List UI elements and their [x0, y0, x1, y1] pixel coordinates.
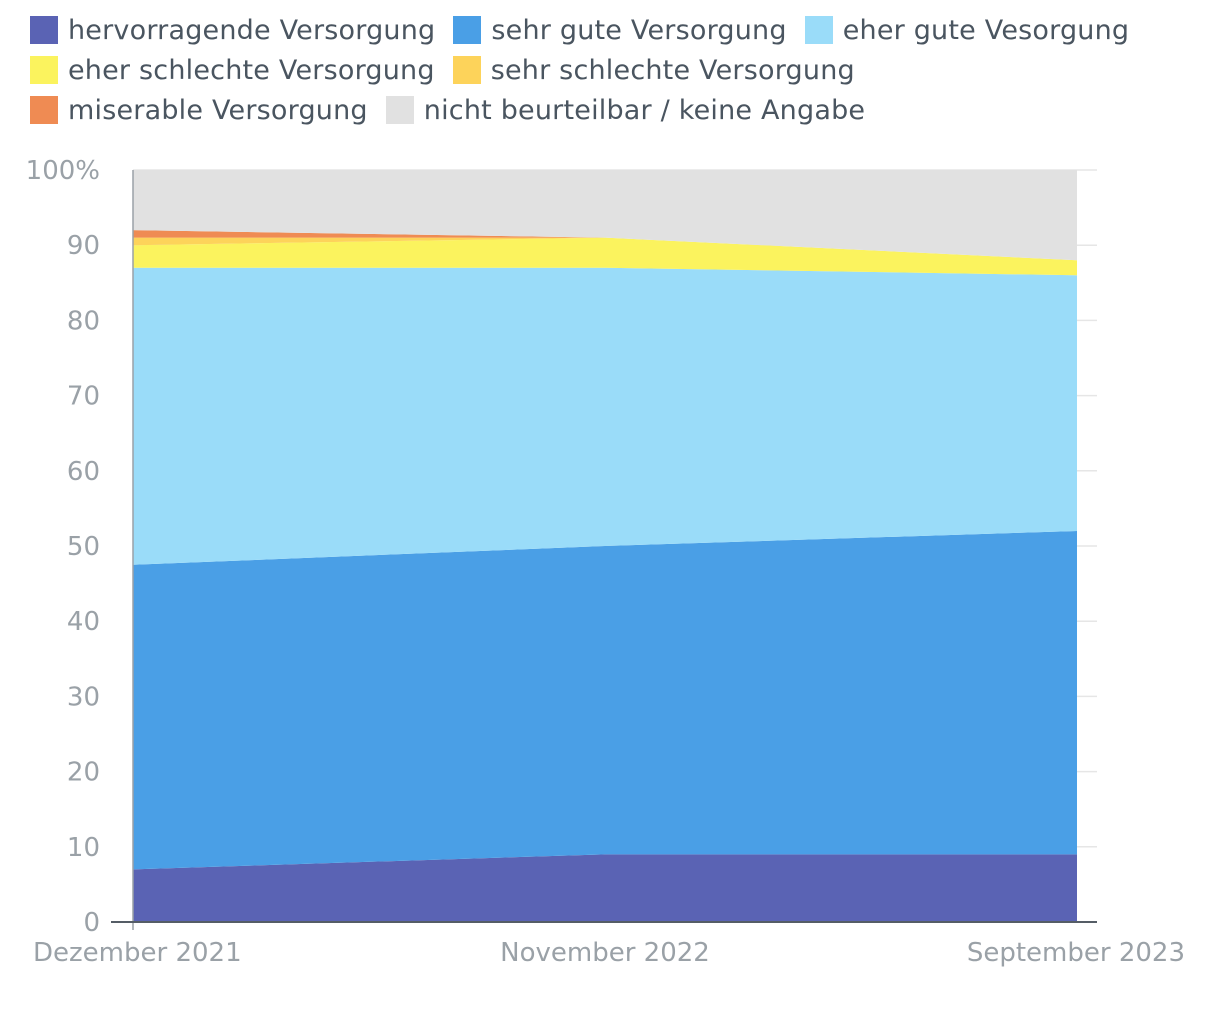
area-series-3 — [133, 237, 1077, 276]
area-series-4 — [133, 237, 1077, 261]
legend-label: nicht beurteilbar / keine Angabe — [423, 94, 866, 126]
area-series-6 — [133, 170, 1077, 261]
legend-item-keine-angabe[interactable]: nicht beurteilbar / keine Angabe — [385, 94, 866, 126]
y-tick-label: 100% — [26, 156, 100, 186]
y-tick-label: 40 — [67, 607, 100, 637]
legend-label: eher gute Vesorgung — [842, 14, 1130, 46]
y-tick-label: 90 — [67, 231, 100, 261]
x-tick-labels: Dezember 2021 November 2022 September 2023 — [33, 938, 1185, 968]
legend-swatch — [452, 56, 481, 84]
y-tick-label: 30 — [67, 682, 100, 712]
legend-swatch — [30, 96, 58, 124]
y-tick-label: 20 — [67, 758, 100, 788]
y-tick-label: 80 — [67, 306, 100, 336]
area-series-5 — [133, 230, 1077, 261]
y-tick-label: 70 — [67, 382, 100, 412]
y-tick-label: 50 — [67, 532, 100, 562]
legend-label: hervorragende Versorgung — [68, 14, 436, 46]
legend-swatch — [385, 96, 414, 124]
areas — [133, 170, 1077, 922]
legend-swatch — [804, 16, 833, 44]
legend-item-miserable[interactable]: miserable Versorgung — [30, 95, 368, 126]
y-tick-labels: 0 10 20 30 40 50 60 70 80 90 100% — [26, 156, 100, 938]
legend-item-hervorragende[interactable]: hervorragende Versorgung — [30, 15, 435, 46]
x-tick-label: September 2023 — [967, 938, 1185, 968]
legend-row: eher schlechte Versorgung sehr schlechte… — [30, 50, 1200, 90]
legend-label: eher schlechte Versorgung — [68, 54, 435, 86]
area-series-1 — [133, 530, 1077, 870]
legend-swatch — [453, 16, 482, 44]
legend-row: miserable Versorgung nicht beurteilbar /… — [30, 90, 1200, 130]
area-series-0 — [133, 854, 1077, 922]
y-tick-label: 10 — [67, 833, 100, 863]
legend-row: hervorragende Versorgung sehr gute Verso… — [30, 10, 1200, 50]
legend-swatch — [30, 56, 58, 84]
y-tick-label: 60 — [67, 457, 100, 487]
legend: hervorragende Versorgung sehr gute Verso… — [30, 10, 1200, 130]
legend-item-sehr-schlechte[interactable]: sehr schlechte Versorgung — [452, 54, 855, 86]
legend-label: miserable Versorgung — [68, 94, 368, 126]
legend-item-eher-schlechte[interactable]: eher schlechte Versorgung — [30, 55, 435, 86]
legend-swatch — [30, 16, 58, 44]
legend-label: sehr schlechte Versorgung — [490, 54, 855, 86]
x-tick-label: November 2022 — [500, 938, 710, 968]
legend-item-eher-gute[interactable]: eher gute Vesorgung — [804, 14, 1130, 46]
legend-label: sehr gute Versorgung — [491, 14, 787, 46]
legend-item-sehr-gute[interactable]: sehr gute Versorgung — [453, 14, 787, 46]
area-series-2 — [133, 267, 1077, 565]
y-tick-label: 0 — [83, 908, 100, 938]
x-tick-label: Dezember 2021 — [33, 938, 242, 968]
